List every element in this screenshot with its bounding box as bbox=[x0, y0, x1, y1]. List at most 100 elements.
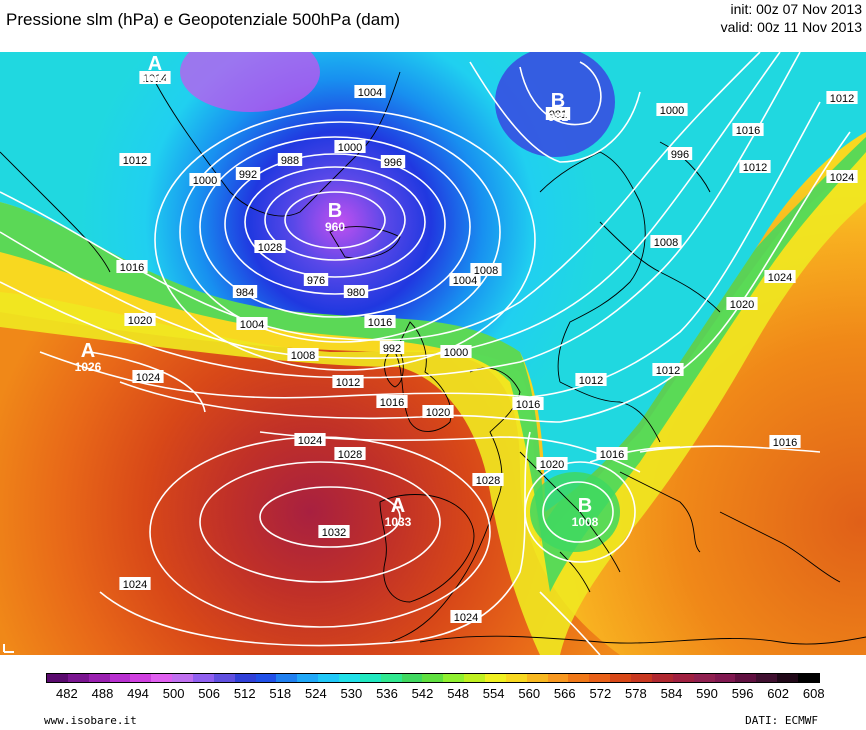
isobar-label: 1016 bbox=[736, 125, 760, 137]
isobar-label: 984 bbox=[236, 287, 254, 299]
legend-swatch bbox=[109, 674, 131, 682]
legend-swatch bbox=[172, 674, 194, 682]
legend-swatch bbox=[67, 674, 89, 682]
legend-swatch bbox=[714, 674, 736, 682]
legend-swatch bbox=[297, 674, 319, 682]
isobar-label: 1020 bbox=[540, 459, 564, 471]
isobar-label: 1016 bbox=[368, 317, 392, 329]
legend-tick-label: 494 bbox=[127, 686, 149, 701]
isobar-label: 1028 bbox=[338, 449, 362, 461]
run-info: init: 00z 07 Nov 2013 valid: 00z 11 Nov … bbox=[721, 0, 862, 36]
legend-swatch bbox=[359, 674, 381, 682]
legend-swatch bbox=[213, 674, 235, 682]
legend-swatch bbox=[47, 674, 68, 682]
legend-tick-label: 530 bbox=[340, 686, 363, 701]
isobar-label: 1008 bbox=[474, 265, 498, 277]
legend-tick-label: 590 bbox=[696, 686, 718, 701]
isobar-label: 1004 bbox=[240, 319, 264, 331]
legend-swatch bbox=[151, 674, 173, 682]
legend-tick-label: 518 bbox=[269, 686, 292, 701]
pressure-center-value: 1026 bbox=[75, 360, 102, 374]
isobar-label: 1028 bbox=[258, 242, 282, 254]
pressure-center-letter: A bbox=[148, 53, 162, 75]
isobar-label: 1004 bbox=[453, 275, 477, 287]
legend-swatch bbox=[672, 674, 694, 682]
legend-swatch bbox=[130, 674, 152, 682]
legend-tick-label: 554 bbox=[482, 686, 505, 701]
isobar-label: 1024 bbox=[830, 172, 854, 184]
legend-tick-label: 542 bbox=[411, 686, 434, 701]
isobar-labels: 1014 1012 1000 992 988 1004 1000 996 981 1000 996 1… bbox=[116, 71, 858, 624]
legend-tick-label: 482 bbox=[56, 686, 78, 701]
legend-swatch bbox=[631, 674, 652, 682]
legend-swatch bbox=[401, 674, 423, 682]
isobar-label: 1014 bbox=[143, 73, 167, 85]
legend-swatch bbox=[193, 674, 214, 682]
isobar-label: 988 bbox=[281, 155, 299, 167]
isobar-label: 976 bbox=[307, 275, 325, 287]
pressure-center-value: 981 bbox=[548, 110, 568, 124]
legend-swatch bbox=[651, 674, 673, 682]
legend-swatch bbox=[318, 674, 340, 682]
isobar-label: 996 bbox=[671, 149, 689, 161]
legend-tick-label: 548 bbox=[447, 686, 469, 701]
isobar-label: 1012 bbox=[830, 93, 854, 105]
map-svg: 1014 1012 1000 992 988 1004 1000 996 981 1000 996 1… bbox=[0, 52, 866, 655]
legend-tick-label: 578 bbox=[625, 686, 647, 701]
valid-time: valid: 00z 11 Nov 2013 bbox=[720, 19, 862, 35]
color-legend bbox=[46, 673, 820, 683]
isobar-label: 981 bbox=[549, 109, 567, 121]
init-time: init: 00z 07 Nov 2013 bbox=[730, 1, 862, 17]
legend-swatch bbox=[276, 674, 298, 682]
legend-tick-label: 500 bbox=[162, 686, 185, 701]
isobar-label: 1016 bbox=[380, 397, 404, 409]
legend-tick-label: 488 bbox=[91, 686, 114, 701]
isobar-label: 1012 bbox=[336, 377, 360, 389]
isobar-label: 1024 bbox=[136, 372, 160, 384]
isobar-label: 1024 bbox=[454, 612, 478, 624]
isobar-label: 1012 bbox=[123, 155, 147, 167]
isobar-label: 1024 bbox=[123, 579, 147, 591]
pressure-center-letter: A bbox=[391, 495, 405, 517]
legend-swatch bbox=[443, 674, 465, 682]
pressure-center-value: 960 bbox=[325, 220, 345, 234]
isobar-label: 1016 bbox=[773, 437, 797, 449]
legend-tick-label: 560 bbox=[518, 686, 541, 701]
legend-swatch bbox=[610, 674, 632, 682]
website-link[interactable]: www.isobare.it bbox=[44, 714, 137, 727]
isobar-label: 992 bbox=[239, 169, 257, 181]
isobar-label: 1000 bbox=[193, 175, 217, 187]
chart-title: Pressione slm (hPa) e Geopotenziale 500h… bbox=[6, 10, 401, 29]
isobar-label: 1020 bbox=[128, 315, 152, 327]
legend-swatch bbox=[777, 674, 798, 682]
isobar-label: 1000 bbox=[660, 105, 684, 117]
legend-tick-label: 524 bbox=[304, 686, 327, 701]
weather-map: 1014 1012 1000 992 988 1004 1000 996 981 1000 996 1… bbox=[0, 52, 866, 655]
legend-swatch bbox=[255, 674, 277, 682]
legend-swatch bbox=[568, 674, 590, 682]
isobar-label: 1016 bbox=[600, 449, 624, 461]
isobar-label: 1016 bbox=[516, 399, 540, 411]
legend-swatch bbox=[756, 674, 778, 682]
legend-tick-label: 536 bbox=[376, 686, 398, 701]
legend-swatch bbox=[693, 674, 715, 682]
legend-tick-label: 566 bbox=[553, 686, 576, 701]
isobar-label: 1032 bbox=[322, 527, 346, 539]
isobar-label: 1012 bbox=[579, 375, 603, 387]
legend-ticks: 482 488 494 500 506 512 518 524 530 536 542 548 554 5… bbox=[46, 686, 825, 702]
isobar-label: 980 bbox=[347, 287, 365, 299]
pressure-center-value: 1008 bbox=[572, 515, 599, 529]
isobar-label: 1020 bbox=[426, 407, 450, 419]
legend-swatch bbox=[735, 674, 757, 682]
legend-swatch bbox=[485, 674, 506, 682]
legend-swatch bbox=[88, 674, 110, 682]
isobar-label: 1012 bbox=[743, 162, 767, 174]
legend-swatch bbox=[526, 674, 548, 682]
isobar-label: 992 bbox=[383, 343, 401, 355]
isobar-label: 1012 bbox=[656, 365, 680, 377]
isobar-label: 1004 bbox=[358, 87, 382, 99]
legend-tick-label: 584 bbox=[660, 686, 683, 701]
legend-tick-label: 512 bbox=[233, 686, 256, 701]
isobar-label: 996 bbox=[384, 157, 402, 169]
